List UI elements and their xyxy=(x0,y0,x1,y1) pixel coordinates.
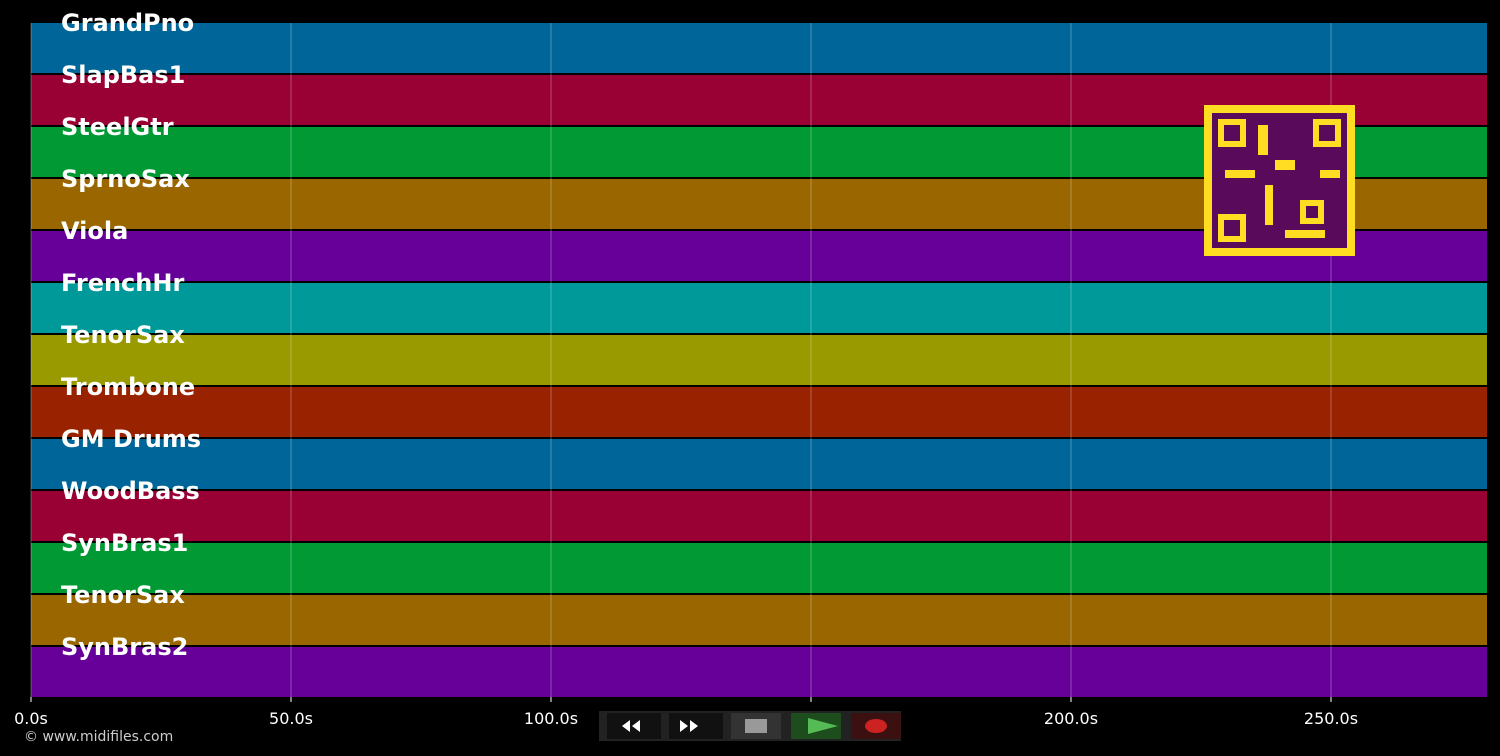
track-lane xyxy=(31,439,1487,489)
track-lane xyxy=(31,283,1487,333)
track-name: TenorSax xyxy=(61,581,185,609)
x-tick-label: 200.0s xyxy=(1044,709,1098,728)
track-name: SlapBas1 xyxy=(61,61,185,89)
track-name: FrenchHr xyxy=(61,269,184,297)
track-name: WoodBass xyxy=(61,477,200,505)
track-lane xyxy=(31,595,1487,645)
record-button[interactable] xyxy=(851,713,901,739)
track-lane xyxy=(31,543,1487,593)
track-lane xyxy=(31,23,1487,73)
play-button[interactable] xyxy=(791,713,841,739)
track-lane xyxy=(31,647,1487,697)
track-lane xyxy=(31,387,1487,437)
track-name: GrandPno xyxy=(61,9,194,37)
track-name: SteelGtr xyxy=(61,113,174,141)
qr-code xyxy=(1204,105,1355,256)
copyright: © www.midifiles.com xyxy=(24,729,173,745)
track-lane xyxy=(31,491,1487,541)
x-tick-label: 50.0s xyxy=(269,709,313,728)
track-name: TenorSax xyxy=(61,321,185,349)
stop-button[interactable] xyxy=(731,713,781,739)
x-tick-label: 250.0s xyxy=(1304,709,1358,728)
track-name: SprnoSax xyxy=(61,165,190,193)
track-name: GM Drums xyxy=(61,425,201,453)
track-labels: GrandPno SlapBas1 SteelGtr SprnoSax Viola Fre… xyxy=(61,9,201,661)
track-name: Viola xyxy=(61,217,128,245)
playback-controls xyxy=(599,711,901,741)
track-lane xyxy=(31,335,1487,385)
rewind-button[interactable] xyxy=(607,713,661,739)
track-name: Trombone xyxy=(61,373,195,401)
x-tick-label: 0.0s xyxy=(14,709,48,728)
fast-forward-button[interactable] xyxy=(669,713,723,739)
track-name: SynBras2 xyxy=(61,633,188,661)
track-name: SynBras1 xyxy=(61,529,188,557)
x-tick-label: 100.0s xyxy=(524,709,578,728)
